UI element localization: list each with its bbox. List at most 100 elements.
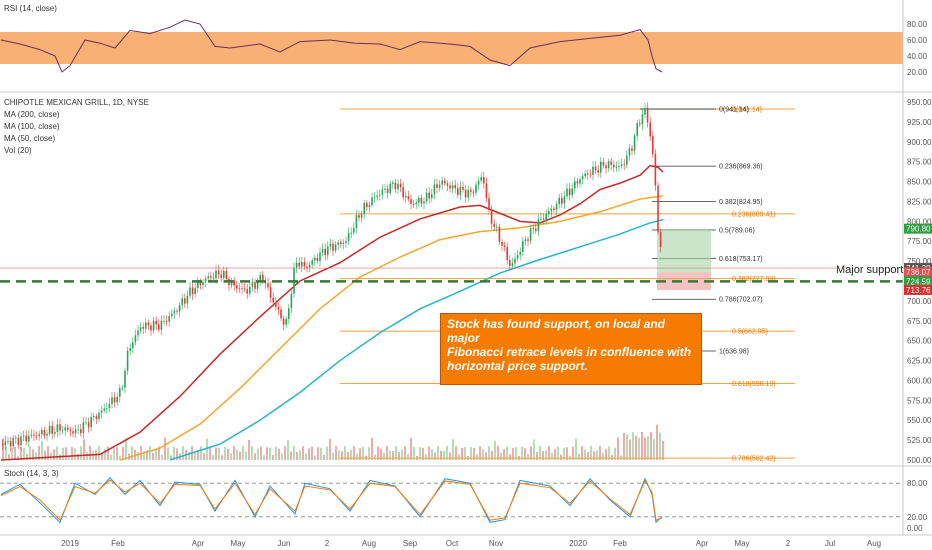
volume-bar <box>638 437 640 460</box>
candle-body <box>30 434 33 436</box>
volume-bar <box>500 452 502 460</box>
candle-body <box>618 165 620 167</box>
candle-body <box>589 174 592 176</box>
volume-bar <box>203 453 205 460</box>
candle-body <box>496 226 498 228</box>
volume-bar <box>314 455 316 460</box>
candle-body <box>238 288 241 290</box>
volume-bar <box>491 450 493 460</box>
candle-body <box>142 327 144 329</box>
volume-bar <box>200 446 202 460</box>
volume-bar <box>656 424 658 460</box>
volume-bar <box>512 447 514 460</box>
volume-bar <box>218 447 220 460</box>
volume-bar <box>146 450 148 460</box>
candle-body <box>402 187 404 198</box>
price-tick-label: 550.00 <box>907 416 932 425</box>
candle-body <box>509 260 511 266</box>
candle-body <box>600 161 602 173</box>
rsi-title: RSI (14, close) <box>4 4 57 13</box>
volume-bar <box>26 454 28 460</box>
price-tick-label: 750.00 <box>907 257 932 266</box>
ma50-line <box>0 164 664 461</box>
candle-body <box>139 327 142 331</box>
volume-bar <box>566 447 568 460</box>
candle-body <box>558 197 560 205</box>
volume-bar <box>83 439 85 460</box>
volume-bar <box>593 451 595 460</box>
volume-bar <box>101 452 103 460</box>
candle-body <box>441 180 443 185</box>
volume-bar <box>599 446 601 460</box>
volume-bar <box>476 454 478 460</box>
candle-body <box>171 313 173 317</box>
x-tick-label: Jun <box>278 539 291 548</box>
candle-body <box>194 288 196 295</box>
fib-local-label: 0.382(824.95) <box>719 199 763 206</box>
volume-bar <box>113 447 115 460</box>
candle-body <box>628 148 631 156</box>
volume-bar <box>389 450 391 460</box>
candle-body <box>168 316 170 322</box>
volume-bar <box>164 437 166 460</box>
candle-body <box>373 197 376 198</box>
candle-body <box>410 199 412 204</box>
volume-bar <box>86 452 88 460</box>
candle-body <box>584 173 586 177</box>
volume-bar <box>143 451 145 460</box>
volume-bar <box>410 438 412 460</box>
volume-bar <box>305 453 307 460</box>
volume-bar <box>290 451 292 460</box>
volume-bar <box>149 446 151 460</box>
candle-body <box>566 188 568 197</box>
candle-body <box>633 135 636 151</box>
volume-bar <box>572 446 574 460</box>
candle-body <box>189 287 191 296</box>
volume-bar <box>122 446 124 460</box>
volume-bar <box>173 446 175 460</box>
volume-bar <box>422 447 424 460</box>
volume-bar <box>605 448 607 460</box>
candle-body <box>80 429 82 434</box>
candle-body <box>259 274 261 281</box>
candle-body <box>124 370 126 388</box>
volume-bar <box>131 446 133 460</box>
candle-body <box>470 189 472 192</box>
volume-bar <box>62 447 64 460</box>
candle-body <box>85 422 87 424</box>
volume-bar <box>509 454 511 460</box>
candle-body <box>282 318 285 325</box>
ma200-line <box>169 219 664 461</box>
volume-bar <box>353 446 355 460</box>
rsi-tick-label: 40.00 <box>907 52 928 61</box>
candle-body <box>646 108 649 123</box>
volume-bar <box>425 454 427 460</box>
volume-bar <box>158 446 160 460</box>
price-tick-label: 700.00 <box>907 297 932 306</box>
volume-bar <box>8 454 10 460</box>
x-tick-label: Jul <box>825 539 835 548</box>
volume-bar <box>611 454 613 460</box>
candle-body <box>321 248 324 253</box>
candle-body <box>464 189 467 198</box>
candle-body <box>28 435 30 442</box>
candle-body <box>90 416 92 428</box>
candle-body <box>446 183 449 186</box>
candle-body <box>217 270 220 275</box>
volume-bar <box>647 436 649 460</box>
volume-bar <box>359 448 361 460</box>
candle-body <box>191 287 194 295</box>
price-tick-label: 575.00 <box>907 396 932 405</box>
x-tick-label: 2 <box>325 539 330 548</box>
candle-body <box>574 181 576 189</box>
volume-bar <box>98 446 100 460</box>
fib-local-label: 1(636.98) <box>719 349 749 356</box>
candle-body <box>249 286 251 294</box>
stoch-panel <box>0 465 932 524</box>
candle-body <box>59 424 61 431</box>
candle-body <box>428 192 430 199</box>
candle-body <box>353 227 355 233</box>
candle-body <box>20 436 22 446</box>
candle-body <box>9 441 12 447</box>
